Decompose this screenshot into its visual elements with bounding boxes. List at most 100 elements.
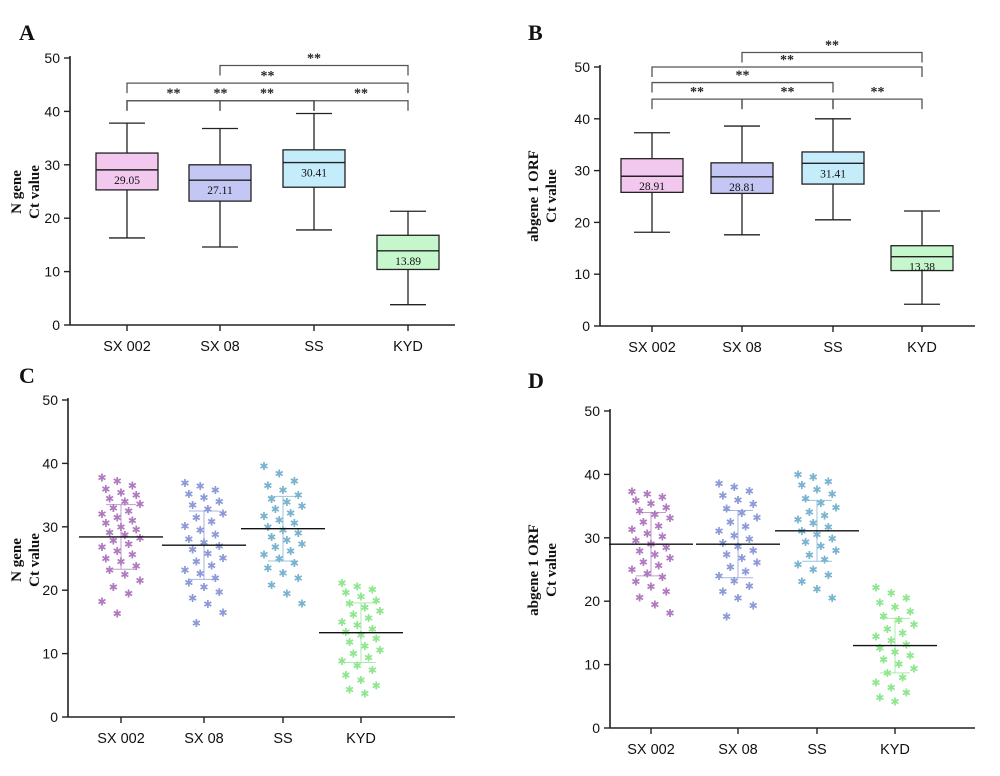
box-4: 13.89 xyxy=(376,210,440,306)
data-point: ✱ xyxy=(120,495,129,508)
data-point: ✱ xyxy=(879,654,888,667)
significance-label: ** xyxy=(871,85,885,100)
data-point: ✱ xyxy=(894,614,903,627)
data-point: ✱ xyxy=(793,513,802,526)
data-point: ✱ xyxy=(345,598,354,611)
data-point: ✱ xyxy=(294,572,303,585)
data-point: ✱ xyxy=(275,514,284,527)
significance-bracket: ** xyxy=(651,53,923,77)
y-axis-label: N gene Ct value xyxy=(9,165,43,219)
data-point: ✱ xyxy=(906,650,915,663)
y-axis-label: abgene 1 ORF Ct value xyxy=(526,150,560,242)
data-point: ✱ xyxy=(909,619,918,632)
significance-line xyxy=(651,81,834,93)
data-point: ✱ xyxy=(192,617,201,630)
y-axis-label-line: Ct value xyxy=(27,533,43,587)
box-4: 13.38 xyxy=(890,210,954,305)
data-point: ✱ xyxy=(902,686,911,699)
box-3: 31.41 xyxy=(801,118,865,221)
data-point: ✱ xyxy=(192,556,201,569)
data-point: ✱ xyxy=(733,494,742,507)
data-point: ✱ xyxy=(199,492,208,505)
data-point: ✱ xyxy=(805,549,814,562)
data-point: ✱ xyxy=(349,608,358,621)
significance-label: ** xyxy=(354,87,368,102)
data-point: ✱ xyxy=(203,598,212,611)
data-point: ✱ xyxy=(353,580,362,593)
data-point: ✱ xyxy=(135,498,144,511)
data-point: ✱ xyxy=(879,610,888,623)
data-point: ✱ xyxy=(116,521,125,534)
panel-letter: A xyxy=(19,20,35,45)
y-tick-label: 0 xyxy=(52,317,60,333)
y-axis-label-line: N gene xyxy=(9,170,25,214)
data-point: ✱ xyxy=(188,544,197,557)
data-point: ✱ xyxy=(294,489,303,502)
y-tick-label: 50 xyxy=(584,403,600,419)
data-point: ✱ xyxy=(801,536,810,549)
y-tick-label: 20 xyxy=(44,210,60,226)
y-tick-label: 30 xyxy=(42,519,58,535)
y-axis-label-line: Ct value xyxy=(544,169,560,223)
data-point: ✱ xyxy=(812,583,821,596)
y-tick-label: 30 xyxy=(584,530,600,546)
data-point: ✱ xyxy=(109,502,118,515)
data-point: ✱ xyxy=(898,671,907,684)
data-point: ✱ xyxy=(259,510,268,523)
data-point: ✱ xyxy=(654,560,663,573)
data-point: ✱ xyxy=(263,562,272,575)
data-point: ✱ xyxy=(898,627,907,640)
data-point: ✱ xyxy=(902,592,911,605)
data-point: ✱ xyxy=(749,544,758,557)
data-point: ✱ xyxy=(741,520,750,533)
data-point: ✱ xyxy=(360,601,369,614)
data-point: ✱ xyxy=(199,581,208,594)
y-tick-label: 50 xyxy=(574,59,590,75)
data-point: ✱ xyxy=(797,576,806,589)
x-tick-label: SX 08 xyxy=(200,339,240,355)
data-point: ✱ xyxy=(793,468,802,481)
data-point: ✱ xyxy=(128,480,137,493)
data-point: ✱ xyxy=(665,552,674,565)
data-point: ✱ xyxy=(662,501,671,514)
data-point: ✱ xyxy=(627,486,636,499)
y-tick-label: 30 xyxy=(44,157,60,173)
x-tick-label: SS xyxy=(807,742,826,758)
data-point: ✱ xyxy=(180,477,189,490)
data-point: ✱ xyxy=(375,605,384,618)
data-point: ✱ xyxy=(871,581,880,594)
x-tick-label: SX 002 xyxy=(627,742,675,758)
data-point: ✱ xyxy=(364,612,373,625)
data-point: ✱ xyxy=(812,529,821,542)
data-point: ✱ xyxy=(650,598,659,611)
data-point: ✱ xyxy=(828,488,837,501)
data-point: ✱ xyxy=(654,520,663,533)
data-point: ✱ xyxy=(218,507,227,520)
significance-bracket: ** xyxy=(741,38,923,63)
significance-bracket: ** xyxy=(832,85,923,110)
data-point: ✱ xyxy=(203,547,212,560)
x-tick-label: SX 002 xyxy=(628,340,676,356)
group-2: ✱ ✱ ✱✱ ✱ ✱✱ ✱ ✱✱ ✱✱ ✱ ✱✱ ✱ ✱✱ ✱ ✱✱ ✱✱ ✱ ✱✱ ✱ ✱✱ ✱✱✱ xyxy=(162,477,246,630)
x-tick-label: KYD xyxy=(346,731,376,747)
data-point: ✱ xyxy=(97,508,106,521)
data-point: ✱ xyxy=(101,553,110,566)
data-point: ✱ xyxy=(271,541,280,554)
data-point: ✱ xyxy=(631,534,640,547)
y-tick-label: 40 xyxy=(584,466,600,482)
data-point: ✱ xyxy=(375,644,384,657)
box-body xyxy=(890,245,954,272)
significance-label: ** xyxy=(825,38,839,53)
data-point: ✱ xyxy=(290,517,299,530)
data-point: ✱ xyxy=(650,548,659,561)
significance-bracket: ** xyxy=(126,87,221,111)
data-point: ✱ xyxy=(105,492,114,505)
data-point: ✱ xyxy=(730,481,739,494)
data-point: ✱ xyxy=(714,477,723,490)
data-point: ✱ xyxy=(356,629,365,642)
data-point: ✱ xyxy=(831,501,840,514)
data-point: ✱ xyxy=(349,648,358,661)
significance-line xyxy=(651,98,743,110)
y-tick-label: 50 xyxy=(42,392,58,408)
